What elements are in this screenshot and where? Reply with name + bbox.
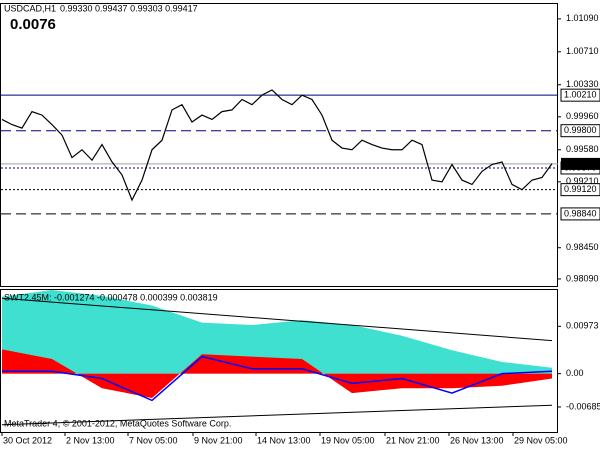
x-tick-label: 19 Nov 05:00	[321, 435, 375, 445]
y-tick-label: 0.98450	[566, 242, 599, 252]
y-tick-label: 0.98090	[566, 273, 599, 283]
indicator-area	[2, 290, 552, 374]
indicator-area	[2, 349, 552, 398]
y-tick-label: 0.99960	[566, 111, 599, 121]
x-tick-label: 7 Nov 05:00	[129, 435, 178, 445]
y-tick-label: 1.01090	[566, 13, 599, 23]
x-tick-label: 14 Nov 13:00	[257, 435, 311, 445]
level-label-box	[560, 183, 600, 197]
level-label: 0.98840	[564, 208, 597, 218]
level-label-box	[560, 124, 600, 138]
last-price-box	[561, 157, 600, 170]
level-label: 1.00210	[564, 90, 597, 100]
last-price-label: 0.99417	[564, 158, 597, 168]
y-tick-label: 0.99210	[566, 176, 599, 186]
spread-annotation: 0.0076	[10, 16, 56, 33]
price-line	[1, 89, 553, 202]
x-tick-label: 2 Nov 13:00	[66, 435, 115, 445]
y-tick-label: 1.00710	[566, 46, 599, 56]
x-tick-label: 30 Oct 2012	[3, 435, 52, 445]
level-label-box	[560, 88, 600, 102]
y-tick-label: 0.00973	[566, 321, 599, 331]
trend-line	[1, 297, 553, 342]
x-tick-label: 26 Nov 13:00	[450, 435, 504, 445]
trend-line	[1, 404, 553, 426]
y-tick-label: 0.99580	[566, 144, 599, 154]
symbol-title: USDCAD,H1	[4, 3, 56, 13]
x-tick-label: 29 Nov 05:00	[514, 435, 568, 445]
x-tick-label: 9 Nov 21:00	[194, 435, 243, 445]
indicator-title: SWT2.45M: -0.001274 -0.000478 0.000399 0…	[4, 292, 218, 302]
indicator-line	[2, 355, 553, 402]
price-panel	[0, 3, 558, 287]
level-label-box	[560, 207, 600, 221]
y-tick-label: 0.00	[566, 368, 584, 378]
footer: MetaTrader 4, © 2001-2012, MetaQuotes So…	[4, 418, 231, 428]
y-tick-label: 1.00330	[566, 79, 599, 89]
x-tick-label: 21 Nov 21:00	[386, 435, 440, 445]
ohlc-header: 0.99330 0.99437 0.99303 0.99417	[60, 3, 198, 13]
indicator-panel	[0, 289, 558, 433]
level-label: 0.99800	[564, 125, 597, 135]
level-label: 0.99120	[564, 184, 597, 194]
y-tick-label: -0.00685	[566, 401, 600, 411]
